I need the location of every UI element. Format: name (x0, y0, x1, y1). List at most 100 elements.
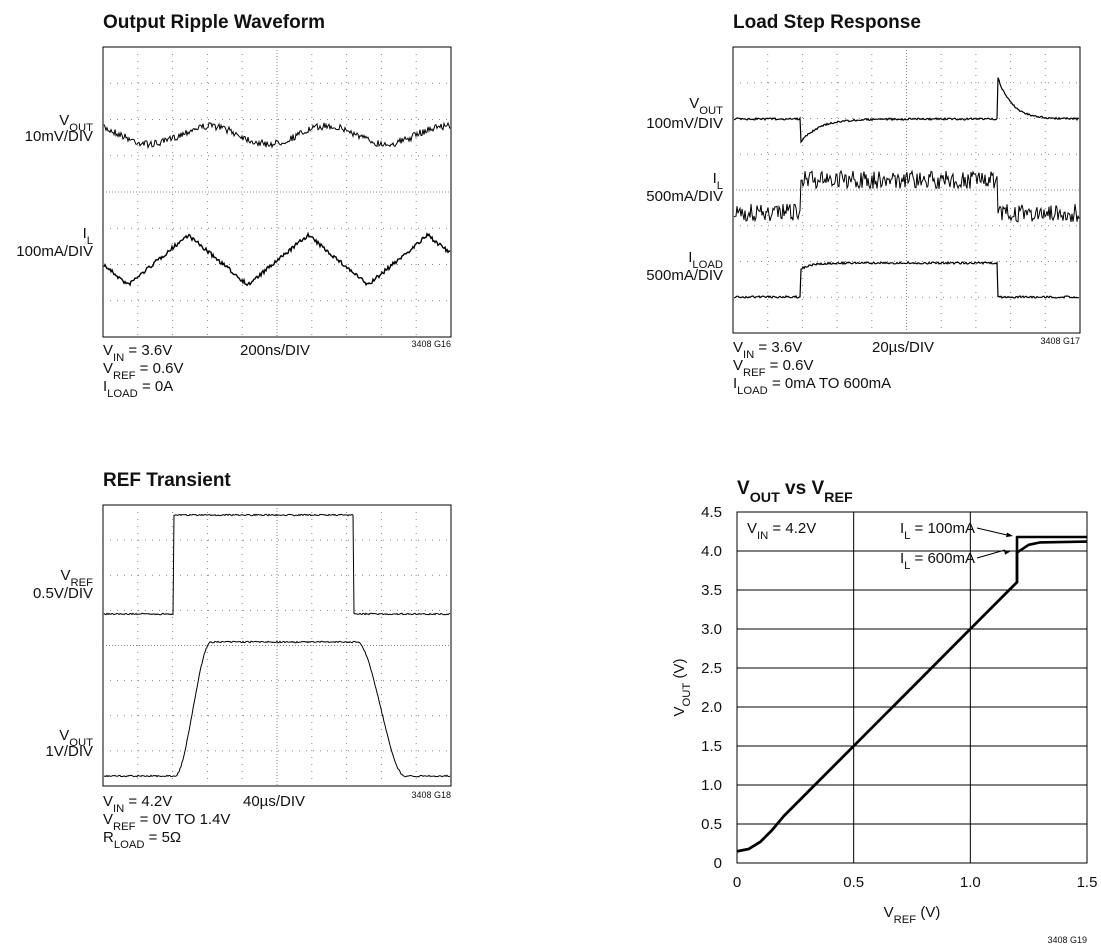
channel-name-part: REF (71, 577, 94, 589)
y-tick-label: 1.0 (701, 777, 722, 794)
chart-title-part: vs V (780, 478, 825, 499)
annotation: VIN = 4.2V (747, 520, 816, 542)
channel-name-part: V (59, 112, 69, 129)
channel-name-part: L (717, 180, 723, 192)
channel-scale: 10mV/DIV (25, 128, 93, 145)
chart-title-part: OUT (750, 490, 780, 506)
y-axis-label-part: OUT (681, 683, 693, 707)
trace (733, 260, 1080, 299)
note-part: V (103, 793, 113, 810)
legend-label-part: I (900, 520, 904, 537)
note-part: = 3.6V (124, 342, 172, 359)
note-part: LOAD (107, 388, 138, 400)
x-tick-label: 1.0 (960, 874, 981, 891)
trace (733, 77, 1080, 144)
note-part: = 4.2V (124, 793, 172, 810)
channel-name-part: V (689, 95, 699, 112)
channel-name: VOUT (689, 95, 723, 117)
channel-name-part: OUT (69, 737, 93, 749)
legend-label-part: = 600mA (910, 550, 975, 567)
note-part: = 0.6V (766, 357, 814, 374)
channel-name: VOUT (59, 112, 93, 134)
y-tick-label: 2.5 (701, 660, 722, 677)
panel-title: REF Transient (103, 470, 231, 491)
legend-label-part: L (904, 530, 910, 542)
note: RLOAD = 5Ω (103, 829, 181, 851)
channel-name: ILOAD (688, 249, 723, 271)
trace (103, 121, 451, 150)
x-axis-label: VREF (V) (884, 904, 941, 926)
channel-name-part: LOAD (692, 259, 723, 271)
trace (103, 640, 451, 778)
x-axis-label-part: (V) (916, 904, 940, 921)
note-part: = 5Ω (144, 829, 181, 846)
channel-name-part: I (688, 249, 692, 266)
legend-label-part: = 100mA (910, 520, 975, 537)
y-tick-label: 3.0 (701, 621, 722, 638)
legend-label-part: L (904, 560, 910, 572)
note: VREF = 0V TO 1.4V (103, 811, 230, 833)
note: VREF = 0.6V (733, 357, 813, 379)
trace (733, 169, 1080, 223)
note-part: LOAD (737, 385, 768, 397)
chart-title-part: V (737, 478, 750, 499)
timebase: 200ns/DIV (240, 342, 310, 359)
x-tick-label: 0 (733, 874, 741, 891)
chart-title-part: REF (824, 490, 853, 506)
figure-code: 3408 G16 (411, 339, 451, 349)
note-part: IN (743, 349, 754, 361)
panel-title: Output Ripple Waveform (103, 12, 325, 33)
legend-label: IL = 100mA (900, 520, 975, 542)
note: VREF = 0.6V (103, 360, 183, 382)
arrow-line (976, 549, 1006, 559)
y-tick-label: 3.5 (701, 582, 722, 599)
note-part: IN (113, 352, 124, 364)
y-tick-label: 2.0 (701, 699, 722, 716)
note-part: V (103, 811, 113, 828)
note: VIN = 4.2V (103, 793, 172, 815)
note: VIN = 3.6V (103, 342, 172, 364)
legend-label-part: I (900, 550, 904, 567)
x-axis-label-part: REF (894, 914, 917, 926)
annotation-part: = 4.2V (768, 520, 816, 537)
trace (103, 513, 451, 616)
channel-scale: 500mA/DIV (646, 267, 723, 284)
note-part: = 3.6V (754, 339, 802, 356)
note-part: I (103, 378, 107, 395)
note: VIN = 3.6V (733, 339, 802, 361)
legend-label: IL = 600mA (900, 550, 975, 572)
channel-name-part: OUT (699, 105, 723, 117)
note-part: REF (743, 367, 766, 379)
chart-title: VOUT vs VREF (737, 478, 853, 506)
y-axis-label-part: V (671, 706, 688, 716)
channel-name: VOUT (59, 727, 93, 749)
channel-scale: 1V/DIV (45, 743, 93, 760)
annotation-part: V (747, 520, 757, 537)
channel-name: IL (713, 170, 723, 192)
trace (103, 231, 451, 287)
channel-name-part: I (83, 225, 87, 242)
note-part: IN (113, 803, 124, 815)
figure-code: 3408 G17 (1040, 336, 1080, 346)
note-part: V (103, 342, 113, 359)
y-tick-label: 4.5 (701, 504, 722, 521)
note: ILOAD = 0mA TO 600mA (733, 375, 891, 397)
plot-frame (736, 511, 1088, 864)
x-axis-label-part: V (884, 904, 894, 921)
channel-scale: 100mA/DIV (16, 243, 93, 260)
series-line (736, 535, 1087, 853)
note-part: LOAD (114, 839, 145, 851)
figure-code: 3408 G19 (1047, 935, 1087, 945)
timebase: 20µs/DIV (872, 339, 934, 356)
x-tick-label: 1.5 (1077, 874, 1098, 891)
channel-name-part: I (713, 170, 717, 187)
note-part: V (733, 357, 743, 374)
channel-name: VREF (60, 567, 93, 589)
channel-name-part: V (59, 727, 69, 744)
series-line (736, 540, 1088, 853)
note-part: = 0mA TO 600mA (768, 375, 891, 392)
channel-name-part: L (87, 235, 93, 247)
note-part: I (733, 375, 737, 392)
y-axis-label-part: (V) (671, 659, 688, 683)
